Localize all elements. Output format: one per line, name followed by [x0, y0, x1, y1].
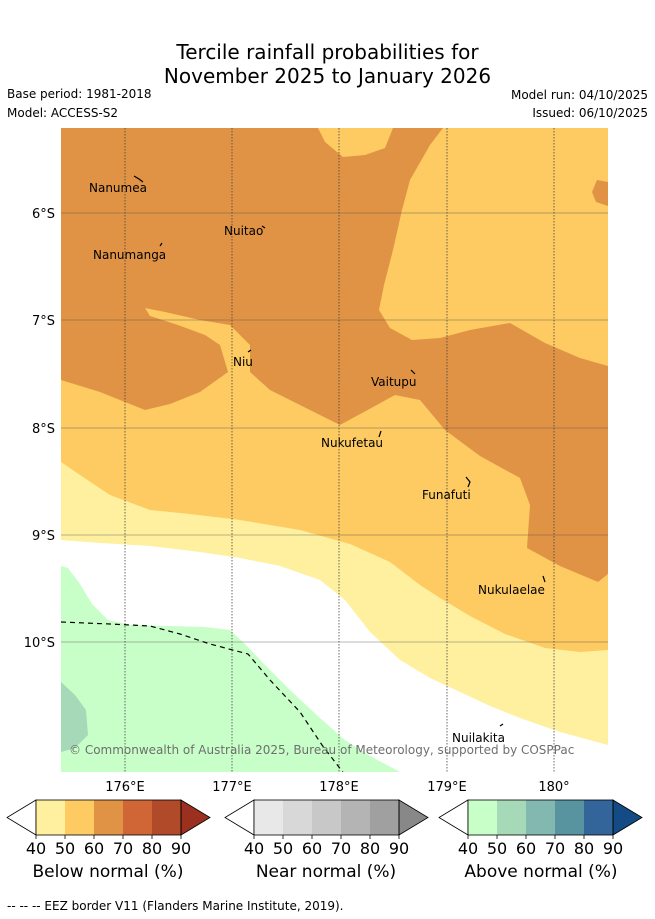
- colorbar-cell: [65, 800, 94, 835]
- above-normal-label: Above normal (%): [464, 862, 618, 882]
- place-label-niu: Niu: [233, 355, 253, 369]
- eez-footnote: -- -- -- EEZ border V11 (Flanders Marine…: [7, 899, 344, 913]
- colorbar-cell: [312, 800, 341, 835]
- lon-label: 176°E: [105, 780, 145, 795]
- colorbar-extend-high: [612, 799, 643, 836]
- place-label-nuitao: Nuitao: [224, 224, 263, 238]
- colorbar-outline: [253, 799, 400, 836]
- lon-axis: 176°E 177°E 178°E 179°E 180°: [105, 780, 569, 795]
- colorbar-cell: [283, 800, 312, 835]
- colorbar-tick-label: 60: [516, 839, 536, 858]
- colorbar-cell: [370, 800, 399, 835]
- colorbar-tick-label: 70: [113, 839, 133, 858]
- lon-label: 179°E: [427, 780, 467, 795]
- near-normal-label: Near normal (%): [255, 862, 397, 882]
- colorbar-tick-label: 60: [302, 839, 322, 858]
- colorbar-extend-low: [224, 799, 255, 836]
- colorbar: 40 50 60 70 80 90: [438, 799, 643, 858]
- colorbar-tick-label: 50: [487, 839, 507, 858]
- colorbar-tick-label: 70: [331, 839, 351, 858]
- copyright-text: © Commonwealth of Australia 2025, Bureau…: [69, 743, 574, 757]
- colorbar-cell: [468, 800, 497, 835]
- colorbar-extend-high: [398, 799, 429, 836]
- colorbar-tick-label: 50: [273, 839, 293, 858]
- lat-label: 8°S: [32, 422, 55, 437]
- below-normal-label: Below normal (%): [32, 862, 184, 882]
- colorbar-cell: [152, 800, 181, 835]
- lon-label: 180°: [538, 780, 569, 795]
- map-title-line1: Tercile rainfall probabilities for: [176, 40, 479, 64]
- colorbar-tick-label: 60: [84, 839, 104, 858]
- colorbar-tick-label: 80: [574, 839, 594, 858]
- map-plot-area: Nanumea Nuitao Nanumanga Niu Vaitupu Nuk…: [61, 128, 608, 772]
- lat-gridlines: [61, 212, 608, 643]
- colorbar-cell: [497, 800, 526, 835]
- above-normal-40-region: [61, 566, 400, 772]
- colorbar-cell: [584, 800, 613, 835]
- below-normal-60-region: [61, 128, 608, 582]
- colorbar-cell: [526, 800, 555, 835]
- colorbar-tick-label: 40: [458, 839, 478, 858]
- colorbar-outline: [467, 799, 614, 836]
- colorbar-tick-label: 80: [360, 839, 380, 858]
- colorbar-tick-label: 40: [244, 839, 264, 858]
- colorbar: 40 50 60 70 80 90: [6, 799, 211, 858]
- colorbar-extend-high: [180, 799, 211, 836]
- map-title-line2: November 2025 to January 2026: [163, 64, 492, 88]
- colorbar-cell: [341, 800, 370, 835]
- place-label-nukufetau: Nukufetau: [321, 436, 383, 450]
- colorbar-extend-low: [6, 799, 37, 836]
- colorbar-cell: [123, 800, 152, 835]
- colorbar-tick-label: 90: [389, 839, 409, 858]
- colorbar-tick-label: 90: [603, 839, 623, 858]
- colorbar-tick-label: 40: [26, 839, 46, 858]
- issued-text: Issued: 06/10/2025: [532, 106, 648, 120]
- model-run-text: Model run: 04/10/2025: [510, 88, 648, 102]
- colorbar-cell: [94, 800, 123, 835]
- colorbar-cell: [254, 800, 283, 835]
- colorbar-cell: [36, 800, 65, 835]
- lon-label: 177°E: [212, 780, 252, 795]
- place-label-vaitupu: Vaitupu: [371, 375, 417, 389]
- base-period-text: Base period: 1981-2018: [7, 87, 152, 101]
- lat-label: 10°S: [24, 636, 55, 651]
- colorbar: 40 50 60 70 80 90: [224, 799, 429, 858]
- colorbar-cell: [555, 800, 584, 835]
- eez-border-line: [61, 621, 344, 772]
- place-label-nanumanga: Nanumanga: [93, 248, 166, 262]
- lat-label: 9°S: [32, 529, 55, 544]
- colorbar-tick-label: 70: [545, 839, 565, 858]
- above-normal-50-region: [61, 682, 88, 752]
- colorbar-tick-label: 90: [171, 839, 191, 858]
- lon-label: 178°E: [319, 780, 359, 795]
- lon-gridlines: [124, 128, 555, 772]
- colorbars: 40 50 60 70 80 90 40 50 60 70 80 90 40 50 60 70 80 90: [6, 799, 643, 858]
- colorbar-tick-label: 50: [55, 839, 75, 858]
- island-markers: [133, 175, 546, 727]
- place-label-nuilakita: Nuilakita: [452, 731, 505, 745]
- colorbar-outline: [35, 799, 182, 836]
- below-normal-60-patch: [592, 180, 608, 206]
- place-label-funafuti: Funafuti: [422, 488, 471, 502]
- place-label-nukulaelae: Nukulaelae: [478, 583, 545, 597]
- colorbar-extend-low: [438, 799, 469, 836]
- lat-label: 6°S: [32, 207, 55, 222]
- model-text: Model: ACCESS-S2: [7, 106, 119, 120]
- colorbar-tick-label: 80: [142, 839, 162, 858]
- lat-label: 7°S: [32, 314, 55, 329]
- lat-axis: 6°S 7°S 8°S 9°S 10°S: [24, 207, 55, 651]
- place-label-nanumea: Nanumea: [89, 181, 147, 195]
